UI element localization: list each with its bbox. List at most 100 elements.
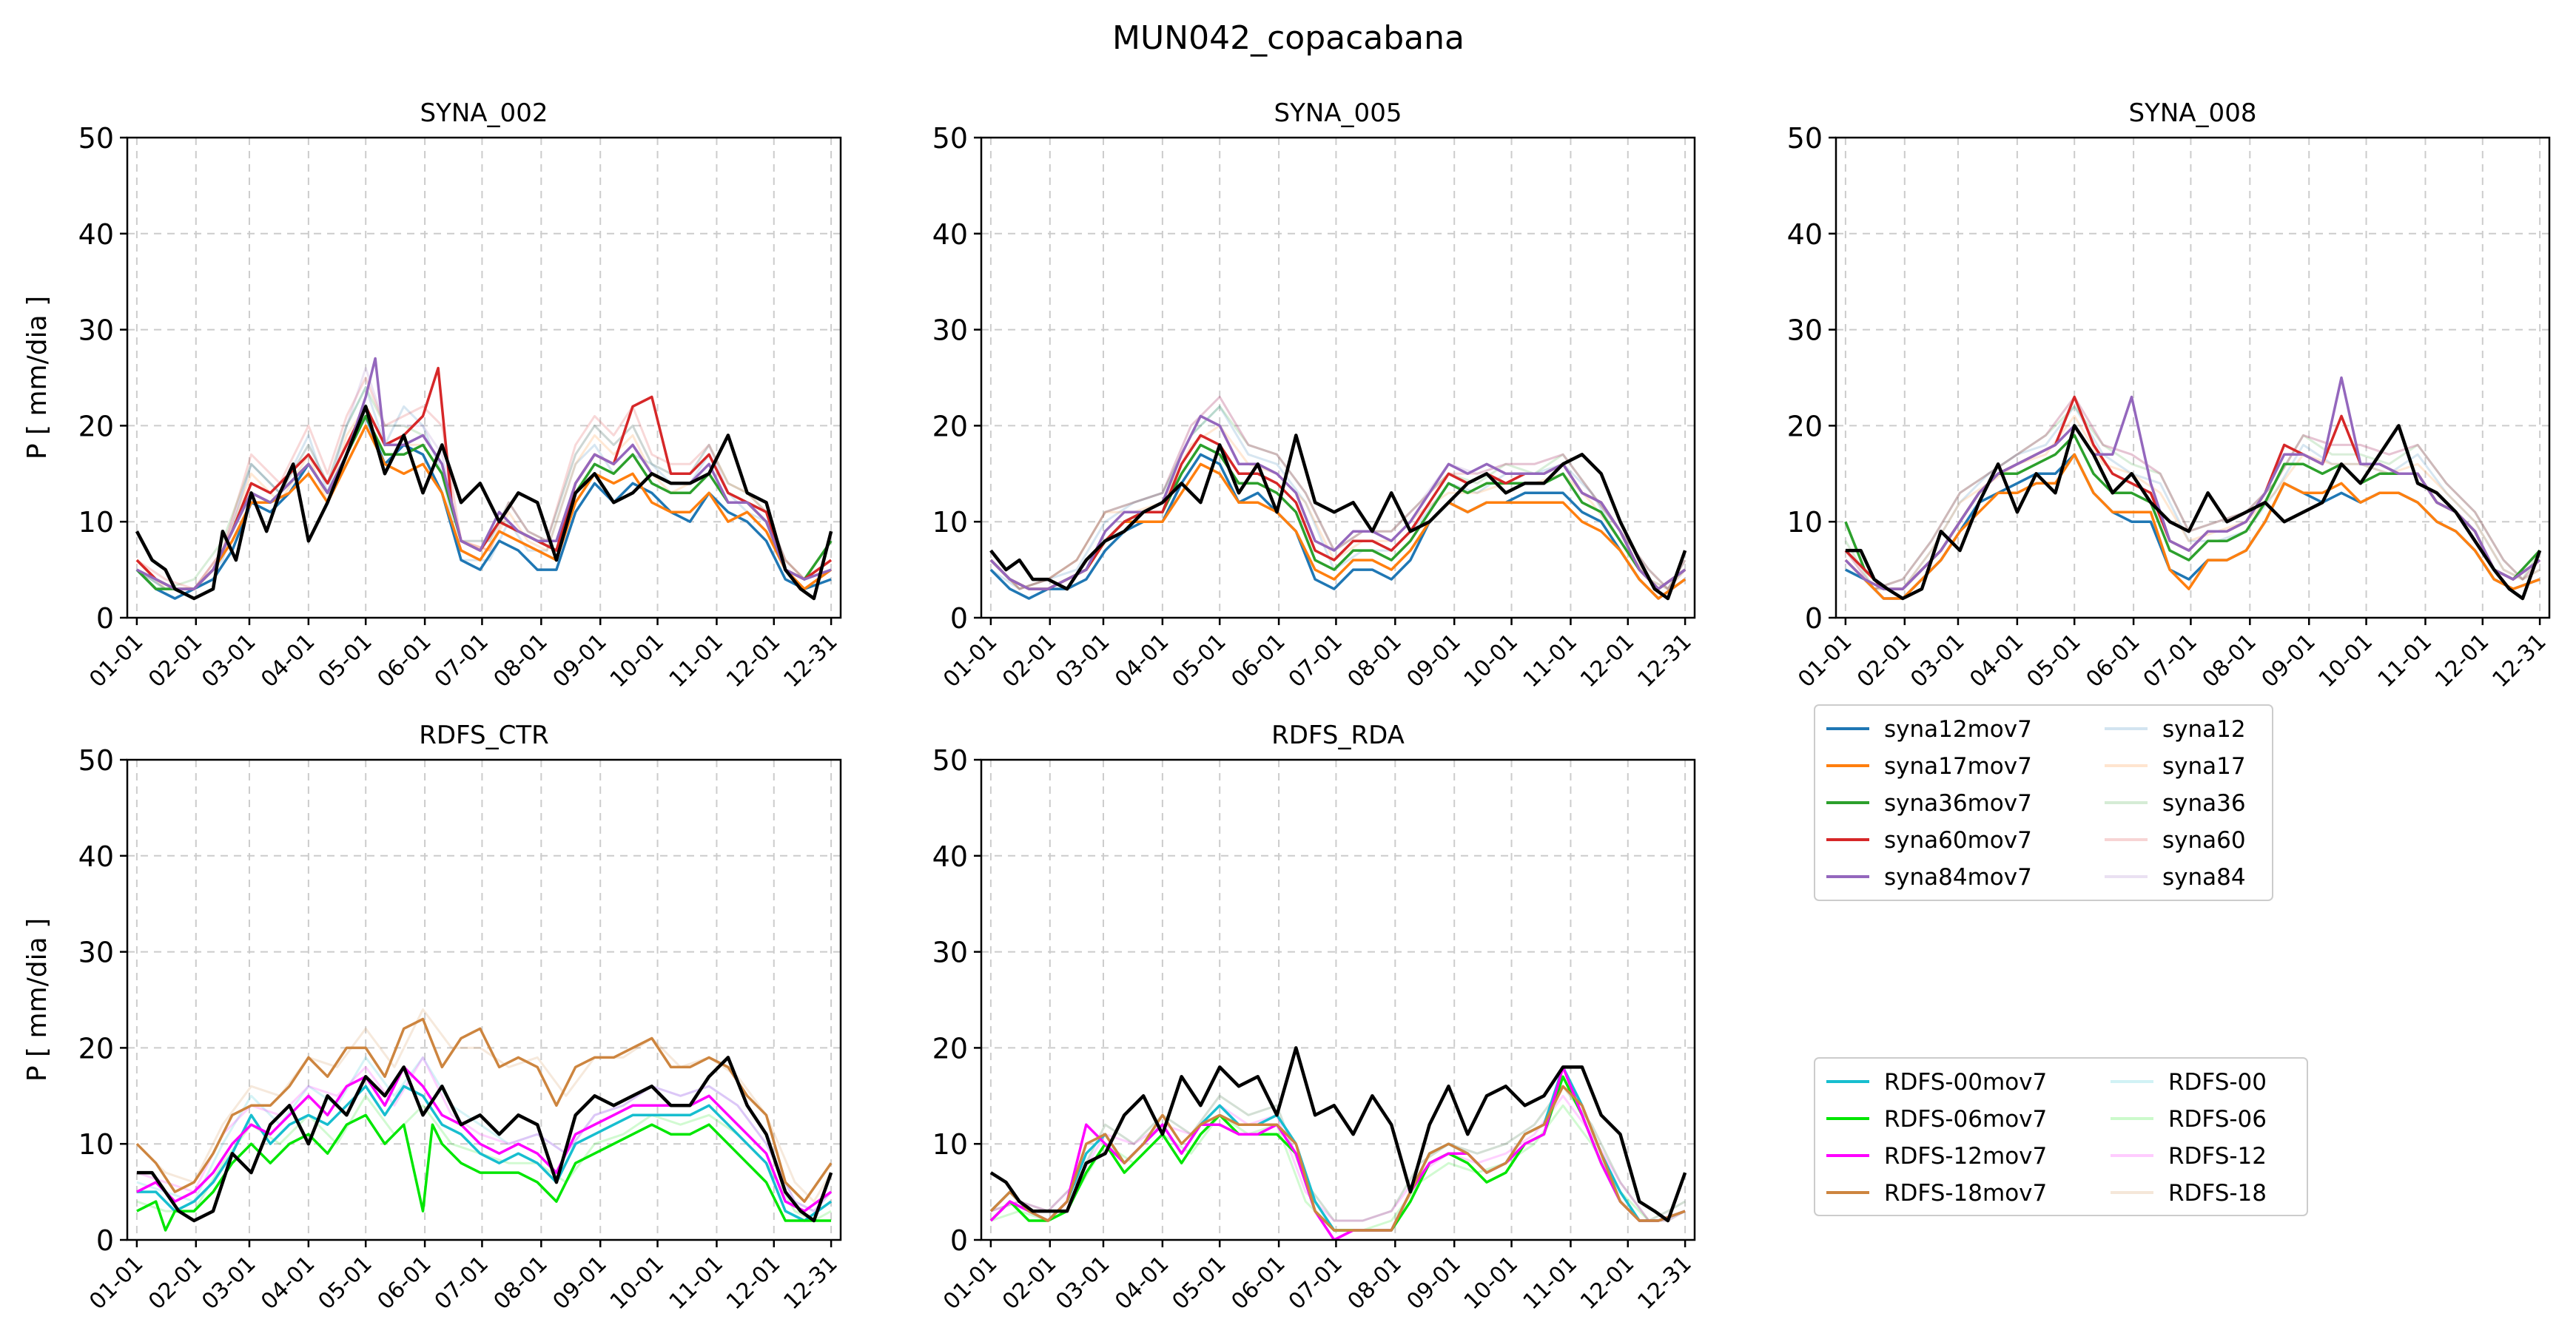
legend-label-RDFS-06mov7: RDFS-06mov7 xyxy=(1884,1106,2047,1133)
series-line-syna84 xyxy=(136,367,832,590)
x-tick-label-12-01: 12-01 xyxy=(1575,1251,1639,1315)
x-tick-label-08-01: 08-01 xyxy=(2198,629,2261,692)
x-tick-label-10-01: 10-01 xyxy=(605,1251,669,1315)
x-tick-label-06-01: 06-01 xyxy=(372,1251,436,1315)
series-line-syna17mov7 xyxy=(135,424,833,590)
x-tick-label-12-01: 12-01 xyxy=(2430,629,2494,692)
series-line-observed xyxy=(989,434,1687,601)
x-tick-label-02-01: 02-01 xyxy=(998,629,1061,692)
x-tick-label-09-01: 09-01 xyxy=(1402,1251,1465,1315)
plot-frame xyxy=(980,136,1696,619)
x-tick-label-09-01: 09-01 xyxy=(548,629,611,692)
y-tick-label-30: 30 xyxy=(1787,314,1823,347)
x-tick-label-05-01: 05-01 xyxy=(1167,1251,1231,1315)
x-tick-label-02-01: 02-01 xyxy=(1852,629,1916,692)
series-line-RDFS-00 xyxy=(136,1056,833,1213)
series-line-observed xyxy=(989,1046,1687,1223)
series-line-RDFS-18mov7 xyxy=(989,1085,1686,1232)
y-tick-label-50: 50 xyxy=(78,744,114,777)
x-tick-label-10-01: 10-01 xyxy=(2314,629,2378,692)
x-tick-label-02-01: 02-01 xyxy=(144,629,207,692)
x-tick-label-12-31: 12-31 xyxy=(1632,629,1696,692)
x-tick-label-07-01: 07-01 xyxy=(1284,629,1348,692)
series-line-syna84 xyxy=(989,396,1686,590)
panel-3: 0 10 20 30 40 50 01-0102-0103-0104-0105-0106-0… xyxy=(22,721,843,1315)
legend-label-syna36: syna36 xyxy=(2162,790,2246,817)
x-tick-label-08-01: 08-01 xyxy=(489,629,553,692)
series-line-RDFS-06mov7 xyxy=(136,1113,832,1232)
series-line-syna84mov7 xyxy=(136,357,832,590)
x-tick-label-03-01: 03-01 xyxy=(1051,1251,1114,1315)
series-line-syna12mov7 xyxy=(989,453,1686,600)
x-tick-label-09-01: 09-01 xyxy=(2256,629,2320,692)
y-axis-label: P [ mm/dia ] xyxy=(22,296,53,459)
y-tick-label-10: 10 xyxy=(932,1128,968,1161)
panel-2: 0 10 20 30 40 50 01-0102-0103-0104-0105-0106-0… xyxy=(1787,98,2552,692)
x-tick-label-09-01: 09-01 xyxy=(548,1251,611,1315)
panel-1: 0 10 20 30 40 50 01-0102-0103-0104-0105-0106-0… xyxy=(932,98,1697,692)
x-tick-label-01-01: 01-01 xyxy=(938,1251,1002,1315)
series-line-RDFS-00mov7 xyxy=(136,1085,833,1222)
y-tick-label-10: 10 xyxy=(78,1128,114,1161)
y-tick-label-40: 40 xyxy=(78,840,114,873)
x-tick-label-12-01: 12-01 xyxy=(722,1251,785,1315)
legend-box xyxy=(1814,704,2273,901)
y-tick-label-20: 20 xyxy=(1787,410,1823,442)
series-line-syna36 xyxy=(1844,405,2541,590)
legend-label-RDFS-12mov7: RDFS-12mov7 xyxy=(1884,1143,2047,1170)
x-tick-label-12-31: 12-31 xyxy=(2487,629,2551,692)
x-tick-label-10-01: 10-01 xyxy=(605,629,669,692)
x-tick-label-11-01: 11-01 xyxy=(1519,629,1582,692)
series-line-syna60 xyxy=(136,377,832,590)
x-tick-label-05-01: 05-01 xyxy=(1167,629,1231,692)
y-tick-label-40: 40 xyxy=(932,840,968,873)
series-line-syna17 xyxy=(989,424,1686,590)
x-tick-label-10-01: 10-01 xyxy=(1459,629,1523,692)
y-tick-label-50: 50 xyxy=(78,122,114,155)
y-tick-label-20: 20 xyxy=(78,1032,114,1065)
legend-label-syna12mov7: syna12mov7 xyxy=(1884,716,2032,743)
series-line-syna12 xyxy=(990,405,1686,590)
series-line-RDFS-12 xyxy=(136,1056,833,1213)
y-tick-label-50: 50 xyxy=(1787,122,1823,155)
legend-label-RDFS-00mov7: RDFS-00mov7 xyxy=(1884,1069,2047,1096)
plot-frame xyxy=(1835,136,2551,619)
y-tick-label-10: 10 xyxy=(1787,506,1823,539)
y-axis-label: P [ mm/dia ] xyxy=(22,918,53,1082)
y-tick-label-0: 0 xyxy=(950,602,968,635)
x-tick-label-06-01: 06-01 xyxy=(1226,629,1290,692)
series-line-RDFS-00mov7 xyxy=(989,1065,1686,1232)
legend-right-bottom: RDFS-00mov7 RDFS-06mov7 RDFS-12mov7 RDFS-18… xyxy=(1814,1057,2308,1216)
x-tick-label-10-01: 10-01 xyxy=(1459,1251,1523,1315)
x-tick-label-01-01: 01-01 xyxy=(84,1251,148,1315)
legend-right-top: syna12mov7 syna17mov7 syna36mov7 syna60mov7… xyxy=(1814,704,2273,901)
legend-label-RDFS-00: RDFS-00 xyxy=(2168,1069,2267,1096)
x-tick-label-03-01: 03-01 xyxy=(1906,629,1969,692)
series-line-observed xyxy=(1845,424,2542,601)
panel-title: SYNA_008 xyxy=(2129,98,2257,128)
legend-label-syna17: syna17 xyxy=(2162,753,2246,780)
y-tick-label-10: 10 xyxy=(932,506,968,539)
series-line-RDFS-12mov7 xyxy=(136,1065,833,1213)
y-tick-label-50: 50 xyxy=(932,744,968,777)
x-tick-label-06-01: 06-01 xyxy=(1226,1251,1290,1315)
y-tick-label-50: 50 xyxy=(932,122,968,155)
panel-4: 0 10 20 30 40 50 01-0102-0103-0104-0105-0106-0… xyxy=(932,721,1697,1315)
panel-title: RDFS_CTR xyxy=(419,721,548,750)
series-line-syna36 xyxy=(989,405,1686,590)
x-tick-label-03-01: 03-01 xyxy=(197,1251,260,1315)
panel-title: SYNA_005 xyxy=(1274,98,1402,128)
legends: syna12mov7 syna17mov7 syna36mov7 syna60mov7… xyxy=(1814,704,2308,1216)
y-tick-label-0: 0 xyxy=(96,1224,114,1257)
x-tick-label-05-01: 05-01 xyxy=(2022,629,2085,692)
series-line-syna60 xyxy=(989,396,1686,590)
legend-label-RDFS-12: RDFS-12 xyxy=(2168,1143,2267,1170)
legend-label-syna36mov7: syna36mov7 xyxy=(1884,790,2032,817)
y-tick-label-10: 10 xyxy=(78,506,114,539)
x-tick-label-11-01: 11-01 xyxy=(665,1251,728,1315)
y-tick-label-0: 0 xyxy=(1805,602,1823,635)
y-tick-label-40: 40 xyxy=(78,218,114,251)
y-tick-label-30: 30 xyxy=(78,937,114,969)
x-tick-label-09-01: 09-01 xyxy=(1402,629,1465,692)
